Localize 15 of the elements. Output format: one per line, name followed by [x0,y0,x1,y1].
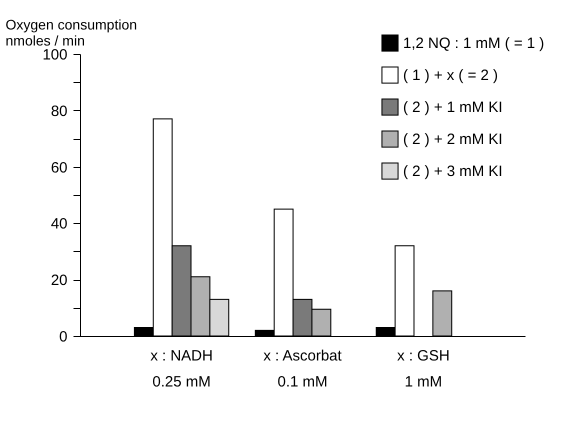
legend-label: ( 2 ) + 2 mM KI [403,131,503,148]
legend-label: ( 2 ) + 1 mM KI [403,99,503,116]
y-tick-label: 20 [50,272,68,290]
legend-label: ( 1 ) + x ( = 2 ) [403,67,498,84]
y-axis-title: Oxygen consumption nmoles / min [6,16,138,48]
y-tick-label: 60 [50,159,68,176]
legend-label: 1,2 NQ : 1 mM ( = 1 ) [403,35,544,52]
legend-label: ( 2 ) + 3 mM KI [403,163,503,180]
y-tick-label: 100 [42,46,68,64]
y-tick-label: 0 [59,328,68,346]
y-tick-label: 40 [50,216,68,233]
x-tick-label: x : Ascorbat 0.1 mM [263,348,343,390]
y-tick-label: 80 [50,102,68,120]
x-tick-label: x : NADH 0.25 mM [150,348,213,390]
x-tick-label: x : GSH 1 mM [397,348,450,390]
